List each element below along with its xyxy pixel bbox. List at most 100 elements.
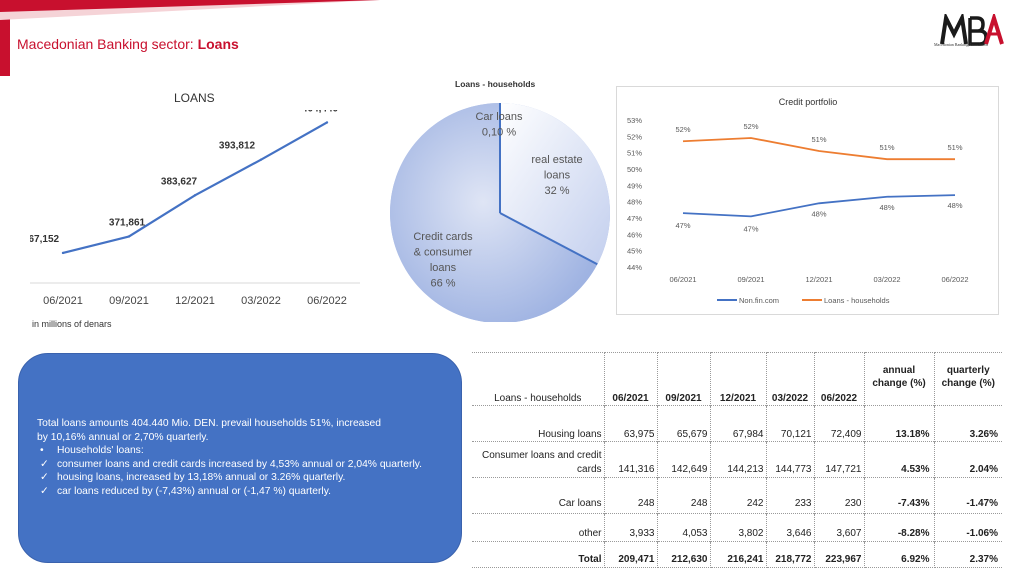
data-point (61, 251, 65, 255)
households-pie-chart: Car loans 0,10 % real estate loans 32 % Credi… (390, 103, 610, 322)
summary-list: • Households' loans: ✓ consumer loans and … (37, 444, 439, 498)
pie-chart-title: Loans - households (455, 79, 536, 89)
table-cell: 242 (710, 477, 767, 514)
slice-label: 0,10 % (482, 127, 516, 139)
table-cell: 4,053 (657, 513, 711, 542)
period-header: 06/2022 (814, 352, 865, 406)
table-cell: 209,471 (604, 541, 658, 568)
series-line (682, 137, 955, 161)
data-label: 52% (743, 122, 758, 131)
table-cell: 72,409 (814, 405, 865, 442)
data-point (325, 121, 329, 124)
slice-label: 66 % (430, 278, 455, 290)
row-label: Consumer loans and credit cards (472, 441, 605, 478)
annual-change-cell: 4.53% (864, 441, 935, 478)
page-title-strong: Loans (197, 36, 239, 52)
y-tick-label: 50% (627, 165, 642, 174)
table-row: Consumer loans and credit cards 141,316 1… (472, 441, 1002, 478)
households-loans-table: Loans - households 06/2021 09/2021 12/20… (472, 352, 1002, 568)
summary-item-text: car loans reduced by (-7,43%) annual or … (57, 485, 331, 497)
data-point (259, 158, 263, 161)
bullet-mark: • (40, 445, 44, 456)
legend-label: Loans - households (824, 296, 890, 305)
summary-item-text: consumer loans and credit cards increase… (57, 458, 422, 470)
loans-chart-title: LOANS (174, 91, 215, 105)
legend-label: Non.fin.com (739, 296, 779, 305)
summary-item: ✓ housing loans, increased by 13,18% annu… (37, 471, 439, 485)
table-total-row: Total 209,471 212,630 216,241 218,772 22… (472, 541, 1002, 568)
data-label: 48% (811, 209, 826, 218)
table-name-header: Loans - households (472, 352, 605, 406)
quarterly-header-line: quarterly (946, 365, 990, 376)
data-label: 51% (947, 143, 962, 152)
quarterly-change-header: quarterly change (%) (934, 352, 1002, 406)
credit-portfolio-panel: Credit portfolio 44% 45% 46% 47% 48% 49% 50% 51%… (616, 86, 999, 315)
data-label: 371,861 (109, 217, 146, 228)
x-tick-label: 06/2022 (941, 275, 968, 284)
summary-item: ✓ car loans reduced by (-7,43%) annual or… (37, 485, 439, 499)
header-accent-bar (0, 0, 10, 76)
summary-note-box: Total loans amounts 404.440 Mio. DEN. pr… (18, 353, 462, 563)
slice-label: Credit cards (413, 231, 473, 243)
check-icon: ✓ (40, 472, 49, 483)
table-header-row: Loans - households 06/2021 09/2021 12/20… (472, 352, 1002, 406)
page-title-prefix: Macedonian Banking sector: (17, 36, 198, 52)
credit-portfolio-chart: Credit portfolio 44% 45% 46% 47% 48% 49% 50% 51%… (627, 97, 969, 305)
summary-bullet: • Households' loans: (37, 444, 439, 458)
data-label: 393,812 (219, 141, 256, 152)
quarterly-header-line: change (%) (941, 378, 995, 389)
logo-caption: Macedonian Banking Association (934, 42, 988, 47)
row-label: Total (472, 541, 605, 568)
annual-change-cell: 6.92% (864, 541, 935, 568)
y-tick-label: 48% (627, 198, 642, 207)
annual-change-cell: -8.28% (864, 513, 935, 542)
annual-change-cell: -7.43% (864, 477, 935, 514)
x-tick-label: 12/2021 (175, 295, 215, 307)
annual-change-header: annual change (%) (864, 352, 935, 406)
summary-line-2: by 10,16% annual or 2,70% quarterly. (37, 431, 209, 443)
y-tick-label: 44% (627, 263, 642, 272)
summary-item: ✓ consumer loans and credit cards increas… (37, 458, 439, 472)
mba-logo (940, 14, 1004, 46)
x-tick-label: 06/2021 (43, 295, 83, 307)
summary-bullet-text: Households' loans: (57, 445, 144, 456)
data-label: 367,152 (30, 234, 60, 245)
table-cell: 248 (657, 477, 711, 514)
slice-label: real estate (531, 154, 582, 166)
table-cell: 144,213 (710, 441, 767, 478)
y-tick-label: 45% (627, 247, 642, 256)
period-header: 03/2022 (766, 352, 815, 406)
quarterly-change-cell: -1.06% (934, 513, 1002, 542)
quarterly-change-cell: 2.37% (934, 541, 1002, 568)
slice-label: Car loans (475, 111, 523, 123)
data-point (127, 235, 131, 238)
annual-header-line: annual (882, 365, 916, 376)
table-cell: 3,607 (814, 513, 865, 542)
series-line (682, 194, 956, 218)
quarterly-change-cell: 2.04% (934, 441, 1002, 478)
table-row: Car loans 248 248 242 233 230 -7.43% -1.… (472, 477, 1002, 514)
period-header: 06/2021 (604, 352, 658, 406)
header-band (0, 0, 380, 20)
table-cell: 67,984 (710, 405, 767, 442)
slice-label: loans (544, 170, 571, 182)
period-header: 09/2021 (657, 352, 711, 406)
table-cell: 223,967 (814, 541, 865, 568)
x-tick-label: 09/2021 (109, 295, 149, 307)
table-cell: 216,241 (710, 541, 767, 568)
table-cell: 144,773 (766, 441, 815, 478)
data-label: 52% (675, 125, 690, 134)
table-cell: 233 (766, 477, 815, 514)
y-tick-label: 49% (627, 181, 642, 190)
table-cell: 3,802 (710, 513, 767, 542)
summary-item-text: housing loans, increased by 13,18% annua… (57, 472, 346, 483)
data-label: 51% (811, 135, 826, 144)
row-label: Car loans (472, 477, 605, 514)
table-row: Housing loans 63,975 65,679 67,984 70,12… (472, 405, 1002, 442)
y-tick-label: 52% (627, 132, 642, 141)
x-tick-label: 06/2021 (669, 275, 696, 284)
slice-label: 32 % (544, 185, 569, 197)
y-tick-label: 53% (627, 116, 642, 125)
data-label: 47% (743, 224, 758, 233)
check-icon: ✓ (40, 458, 49, 470)
